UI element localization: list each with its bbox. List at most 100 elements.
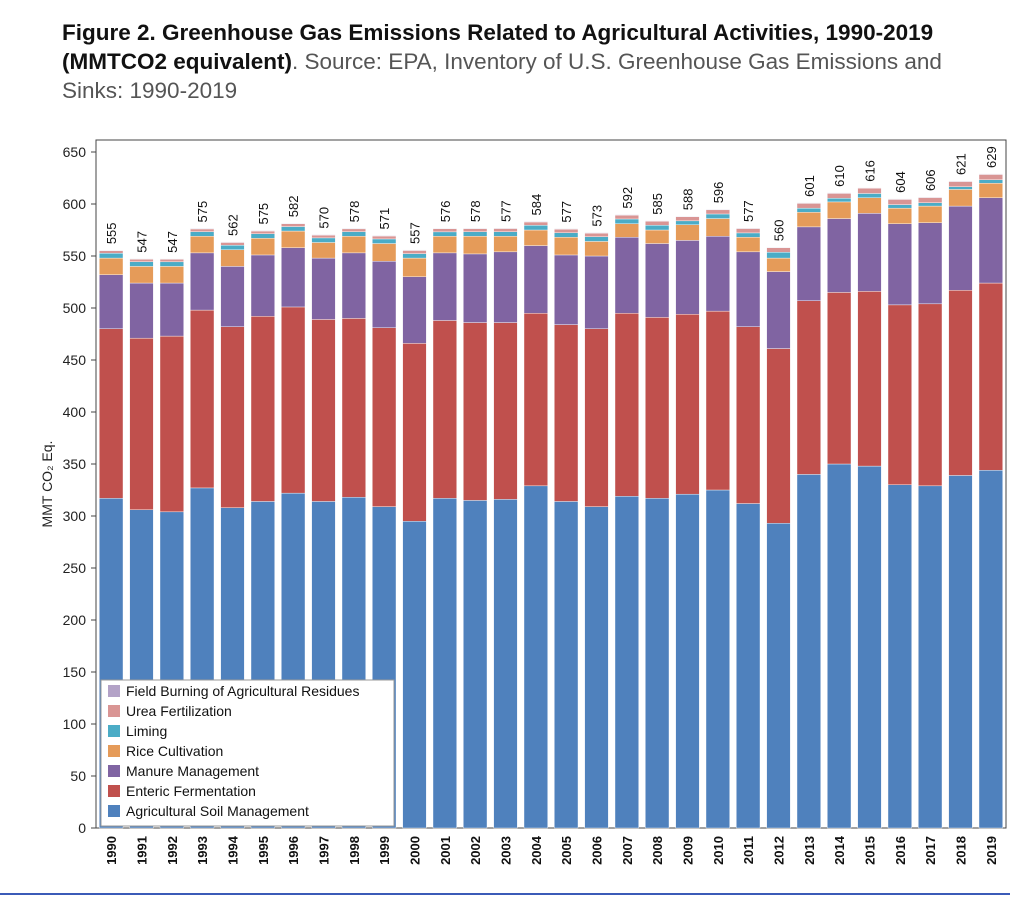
bar-total-label: 629: [984, 146, 999, 168]
bar-segment: [311, 234, 336, 239]
bar-total-label: 577: [741, 200, 756, 222]
y-tick-label: 50: [70, 768, 86, 784]
bar-total-label: 575: [256, 203, 271, 225]
bar-segment: [887, 199, 912, 205]
bar-segment: [220, 326, 245, 508]
bar-segment: [796, 474, 821, 829]
y-tick-label: 450: [63, 352, 87, 368]
bar-segment: [827, 201, 852, 219]
bar-segment: [766, 257, 791, 272]
bar-segment: [220, 241, 245, 243]
bar-segment: [129, 261, 154, 267]
bar-segment: [281, 230, 306, 248]
bar-total-label: 577: [499, 200, 514, 222]
legend-swatch: [108, 685, 120, 697]
y-axis-label: MMT CO₂ Eq.: [39, 441, 55, 528]
bar-segment: [523, 221, 548, 226]
x-tick-label: 2015: [863, 836, 878, 865]
bar-segment: [99, 328, 124, 499]
bar-segment: [402, 253, 427, 259]
bar-segment: [463, 227, 488, 229]
bar-segment: [645, 229, 670, 244]
bar-segment: [766, 247, 791, 248]
bar-total-label: 578: [347, 201, 362, 223]
bar-segment: [523, 313, 548, 487]
bar-total-label: 616: [863, 160, 878, 182]
bar-segment: [736, 232, 761, 238]
bar-segment: [281, 223, 306, 227]
legend-label: Enteric Fermentation: [126, 783, 256, 799]
bar-segment: [554, 228, 579, 234]
x-tick-label: 2004: [529, 835, 544, 865]
bar-segment: [766, 271, 791, 349]
bar-segment: [827, 218, 852, 293]
bar-segment: [250, 316, 275, 502]
legend-label: Manure Management: [126, 763, 259, 779]
bar-segment: [887, 198, 912, 200]
bar-total-label: 606: [923, 169, 938, 191]
x-tick-label: 1992: [165, 836, 180, 865]
bar-segment: [645, 221, 670, 226]
legend-label: Agricultural Soil Management: [126, 803, 309, 819]
bar-segment: [159, 335, 184, 513]
bar-segment: [493, 322, 518, 500]
bar-segment: [159, 261, 184, 267]
bar-segment: [372, 243, 397, 262]
bar-segment: [675, 216, 700, 217]
bar-segment: [372, 238, 397, 244]
bar-segment: [584, 232, 609, 234]
bar-segment: [463, 236, 488, 255]
bar-segment: [463, 322, 488, 501]
bar-segment: [493, 228, 518, 232]
bar-segment: [523, 229, 548, 246]
x-tick-label: 2014: [832, 835, 847, 865]
x-tick-label: 2008: [650, 836, 665, 865]
bar-segment: [432, 228, 457, 233]
bar-total-label: 592: [620, 187, 635, 209]
bar-segment: [978, 182, 1003, 198]
bar-segment: [129, 258, 154, 260]
x-tick-label: 1998: [347, 836, 362, 865]
bar-total-label: 570: [317, 207, 332, 229]
bar-total-label: 588: [681, 189, 696, 211]
bar-segment: [554, 254, 579, 325]
bar-segment: [857, 193, 882, 198]
bar-segment: [190, 236, 215, 254]
bar-segment: [463, 228, 488, 232]
bar-segment: [250, 254, 275, 317]
bar-segment: [250, 230, 275, 232]
bar-segment: [159, 266, 184, 284]
bar-segment: [311, 257, 336, 320]
legend-box: [100, 679, 395, 827]
bar-segment: [129, 259, 154, 262]
bar-segment: [887, 484, 912, 829]
bar-segment: [190, 231, 215, 237]
bar-segment: [584, 241, 609, 257]
y-tick-label: 300: [63, 508, 87, 524]
bar-segment: [918, 222, 943, 305]
legend-label: Field Burning of Agricultural Residues: [126, 683, 359, 699]
plot-frame: [95, 139, 1007, 829]
bar-total-label: 584: [529, 194, 544, 216]
bar-segment: [796, 300, 821, 475]
x-tick-label: 1999: [377, 836, 392, 865]
bar-segment: [190, 228, 215, 232]
bar-segment: [948, 290, 973, 476]
y-tick-label: 100: [63, 716, 87, 732]
bar-segment: [523, 221, 548, 223]
bar-segment: [523, 485, 548, 829]
bar-segment: [250, 233, 275, 239]
bar-segment: [432, 252, 457, 321]
bar-segment: [827, 292, 852, 465]
bar-segment: [857, 213, 882, 292]
bar-segment: [493, 251, 518, 323]
bar-segment: [402, 257, 427, 277]
bar-total-label: 577: [559, 201, 574, 223]
bar-segment: [918, 196, 943, 198]
bar-segment: [645, 498, 670, 829]
bar-segment: [796, 212, 821, 228]
bar-segment: [99, 250, 124, 254]
bar-segment: [614, 237, 639, 314]
bar-segment: [948, 475, 973, 829]
legend-label: Rice Cultivation: [126, 743, 223, 759]
